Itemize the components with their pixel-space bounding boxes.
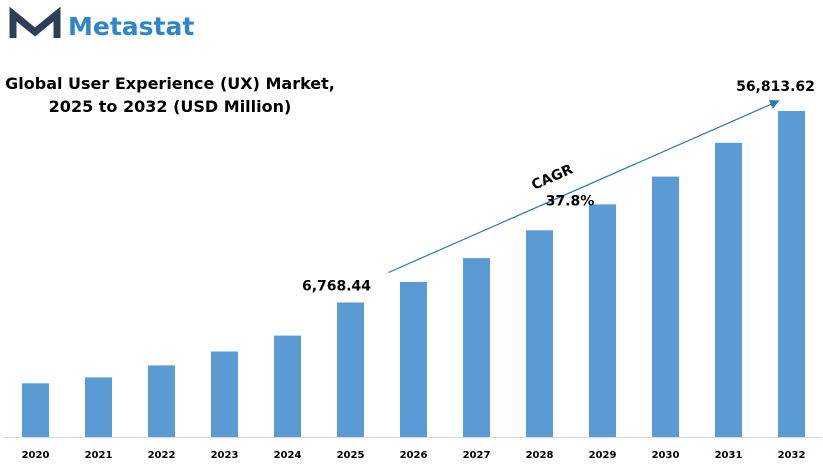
value-label-2025: 6,768.44 [302,279,371,295]
x-tick-label: 2021 [85,450,113,461]
x-tick-labels: 2020 2021 2022 2023 2024 2025 2026 2027 2028 2029… [22,450,806,461]
x-tick-label: 2020 [22,450,50,461]
bar-2031 [715,142,742,438]
x-tick-label: 2031 [715,450,743,461]
x-tick-label: 2032 [778,450,806,461]
x-tick-label: 2029 [589,450,617,461]
x-tick-label: 2028 [526,450,554,461]
cagr-arrow [388,99,780,274]
bar-2020 [22,383,49,437]
x-tick-label: 2030 [652,450,680,461]
x-tick-label: 2023 [211,450,239,461]
bar-2029 [589,204,616,437]
x-tick-label: 2024 [274,450,302,461]
bars-group [22,111,805,438]
value-label-2032: 56,813.62 [736,79,815,95]
bar-2027 [463,258,490,437]
brand-name: Metastat [68,11,195,41]
bar-2032 [778,111,805,437]
bar-2022 [148,365,175,437]
chart-title-line-1: Global User Experience (UX) Market, [5,74,335,93]
brand-logo: Metastat [8,6,194,46]
bar-2025 [337,302,364,437]
x-tick-label: 2026 [400,450,428,461]
chart-title: Global User Experience (UX) Market, 2025… [0,72,340,118]
metastat-m-logo-icon [9,6,61,38]
bar-2024 [274,335,301,437]
chart-title-line-2: 2025 to 2032 (USD Million) [48,97,292,116]
cagr-label: CAGR [529,162,575,194]
bar-2021 [85,377,112,437]
x-tick-label: 2022 [148,450,176,461]
bar-2028 [526,230,553,437]
bar-2026 [400,282,427,437]
x-tick-label: 2025 [337,450,365,461]
bar-2030 [652,176,679,437]
bar-2023 [211,351,238,437]
cagr-value: 37.8% [546,193,595,209]
x-tick-label: 2027 [463,450,491,461]
